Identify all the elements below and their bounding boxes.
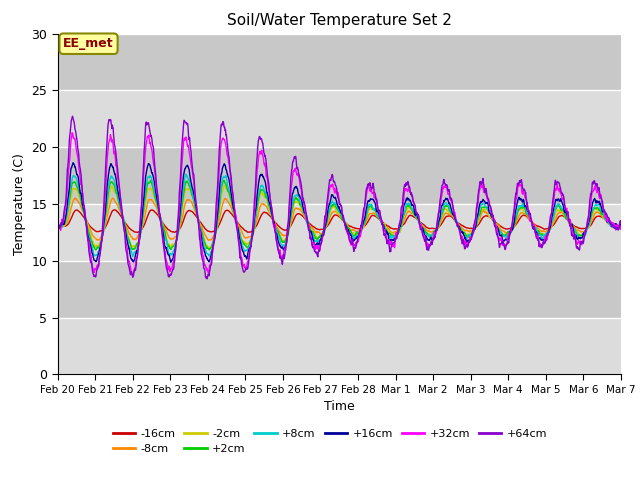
Bar [58, 147, 621, 204]
Bar [58, 34, 621, 90]
Bar [58, 261, 621, 318]
Bar [58, 204, 621, 261]
Bar [58, 90, 621, 147]
X-axis label: Time: Time [324, 400, 355, 413]
Title: Soil/Water Temperature Set 2: Soil/Water Temperature Set 2 [227, 13, 452, 28]
Text: EE_met: EE_met [63, 37, 114, 50]
Legend: -16cm, -8cm, -2cm, +2cm, +8cm, +16cm, +32cm, +64cm: -16cm, -8cm, -2cm, +2cm, +8cm, +16cm, +3… [108, 424, 552, 459]
Bar [58, 318, 621, 374]
Y-axis label: Temperature (C): Temperature (C) [13, 153, 26, 255]
